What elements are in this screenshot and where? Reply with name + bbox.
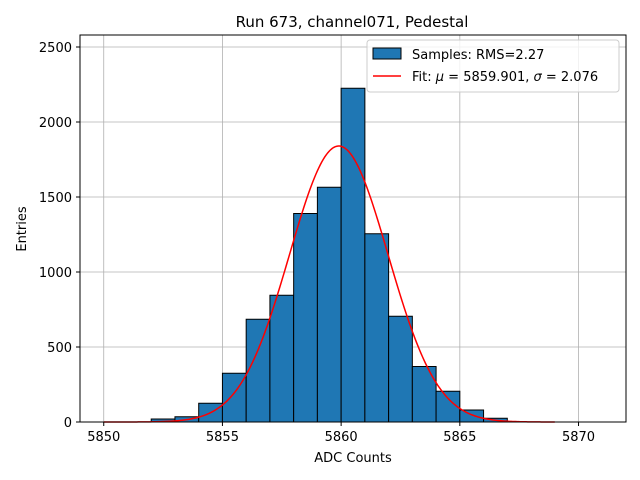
plot-frame xyxy=(79,34,627,423)
histogram-bar-15 xyxy=(459,409,485,423)
histogram-bar-12 xyxy=(388,315,413,423)
histogram-bar-11 xyxy=(364,233,390,423)
x-axis-label: ADC Counts xyxy=(314,451,392,466)
histogram-bar-6 xyxy=(245,318,271,423)
fit-label-sigma-value: = 2.076 xyxy=(542,70,598,85)
histogram-bar-7 xyxy=(269,294,295,423)
y-tick-label-4: 2000 xyxy=(39,116,72,131)
histogram-bar-10 xyxy=(340,87,366,423)
legend-label-samples: Samples: RMS=2.27 xyxy=(412,48,544,63)
legend: Samples: RMS=2.27 Fit: μ = 5859.901, σ =… xyxy=(366,39,620,93)
legend-label-fit: Fit: μ = 5859.901, σ = 2.076 xyxy=(412,70,598,85)
x-tick-label-0: 5850 xyxy=(87,430,120,445)
x-tick-label-3: 5865 xyxy=(443,430,476,445)
histogram-bar-13 xyxy=(411,366,437,423)
y-tick-label-3: 1500 xyxy=(39,191,72,206)
histogram-bar-9 xyxy=(316,186,342,423)
y-tick-label-1: 500 xyxy=(47,341,72,356)
histogram-bars xyxy=(150,87,508,423)
y-tick-label-2: 1000 xyxy=(39,266,72,281)
y-axis-label: Entries xyxy=(15,206,30,252)
legend-swatch-samples xyxy=(372,47,402,60)
y-axis-ticks: 0 500 1000 1500 2000 2500 xyxy=(39,41,80,431)
fit-curve xyxy=(103,145,555,423)
fit-label-prefix: Fit: xyxy=(412,70,436,85)
y-tick-label-0: 0 xyxy=(64,416,72,431)
chart-title: Run 673, channel071, Pedestal xyxy=(236,13,469,31)
fit-label-mu-value: = 5859.901, xyxy=(444,70,533,85)
x-tick-label-1: 5855 xyxy=(206,430,239,445)
legend-box xyxy=(366,39,620,93)
fit-label-mu-symbol: μ xyxy=(435,70,444,85)
histogram-bar-8 xyxy=(293,213,318,423)
x-axis-ticks: 5850 5855 5860 5865 5870 xyxy=(87,422,595,445)
x-tick-label-2: 5860 xyxy=(325,430,358,445)
fit-label-sigma-symbol: σ xyxy=(534,70,543,85)
x-tick-label-4: 5870 xyxy=(562,430,595,445)
y-tick-label-5: 2500 xyxy=(39,41,72,56)
